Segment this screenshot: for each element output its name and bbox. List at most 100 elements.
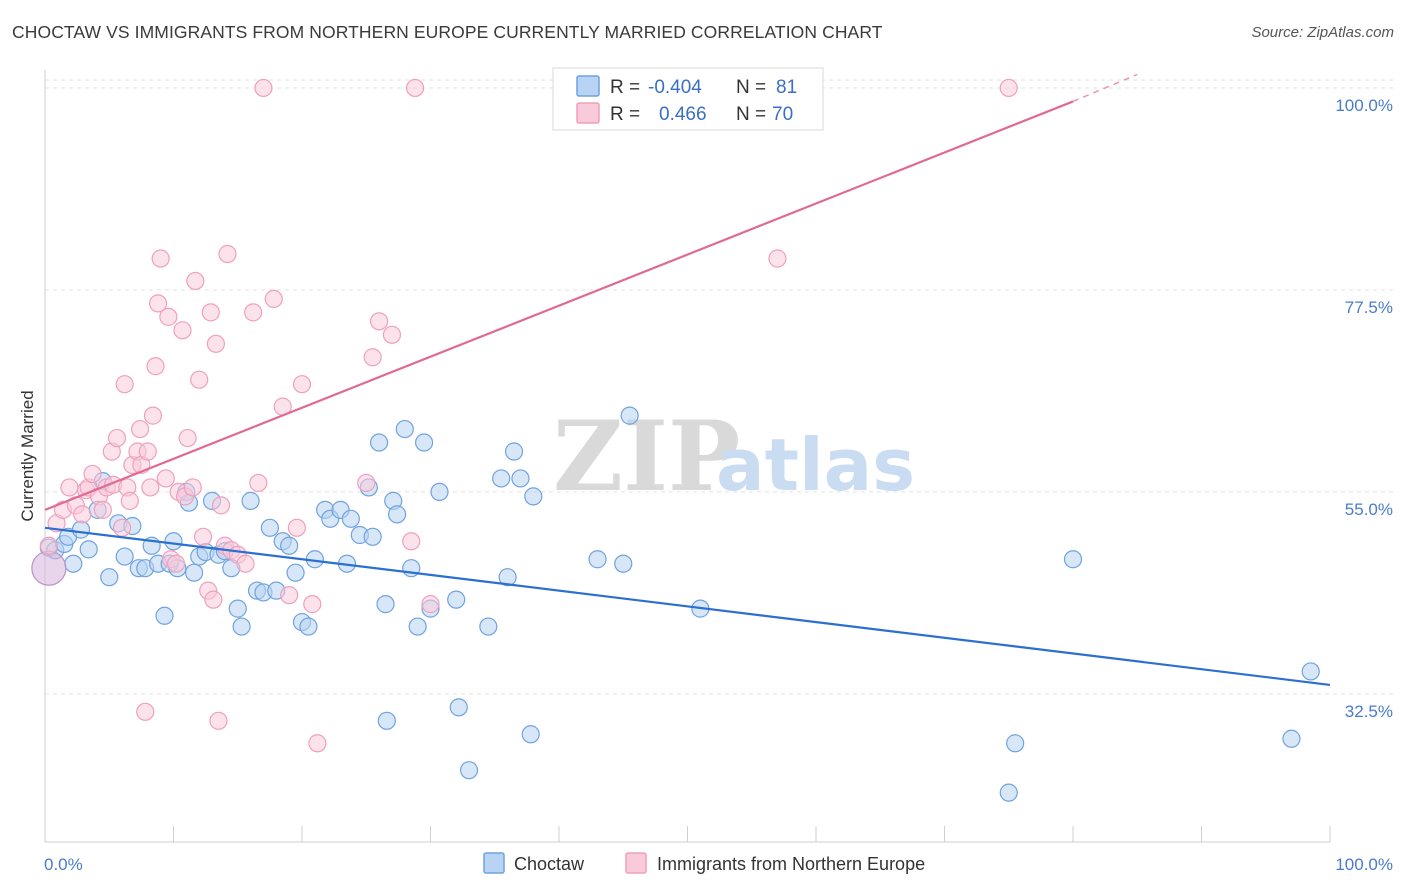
choctaw-point-74 [620,406,639,425]
immigrants-point-71 [999,78,1018,98]
choctaw-point-72 [588,550,607,569]
legend-swatch-choctaw [576,75,600,97]
choctaw-point-78 [1063,550,1083,569]
immigrants-point-28 [148,294,168,313]
choctaw-point-65 [479,617,498,636]
immigrants-point-10 [93,500,112,519]
choctaw-point-51 [370,433,389,452]
bottom-legend-choctaw: Choctaw [514,854,585,874]
choctaw-point-56 [395,419,414,439]
choctaw-point-69 [511,469,530,488]
immigrants-point-46 [209,711,228,730]
choctaw-point-77 [1006,734,1025,753]
y-axis-label: Currently Married [18,390,37,521]
immigrants-point-24 [138,442,157,461]
y-tick-label-0: 100.0% [1335,96,1393,115]
immigrants-point-47 [211,496,231,515]
immigrants-point-43 [201,303,220,322]
bottom-legend-swatch-immigrants [625,852,647,874]
choctaw-point-63 [449,698,468,717]
immigrants-point-58 [280,586,299,605]
legend-r-value-2: 0.466 [659,104,707,125]
choctaw-point-79 [1282,729,1301,748]
immigrants-point-14 [107,428,127,448]
choctaw-point-39 [286,563,305,582]
choctaw-point-32 [241,491,260,510]
legend-n-value-2: 70 [772,104,793,125]
immigrants-point-33 [166,554,186,573]
y-tick-label-2: 55.0% [1345,500,1393,519]
axes [44,70,1331,843]
immigrants-trend-extension [1072,73,1138,103]
choctaw-point-68 [504,442,524,461]
choctaw-point-64 [459,761,479,780]
choctaw-trend-line [44,526,1331,686]
choctaw-point-4 [64,554,83,573]
trend-lines [44,73,1331,686]
immigrants-point-41 [193,527,213,546]
immigrants-point-31 [159,307,178,326]
choctaw-point-30 [228,599,247,618]
immigrants-point-23 [136,702,155,721]
immigrants-point-18 [120,491,139,510]
y-tick-label-3: 32.5% [1345,702,1393,721]
immigrants-point-44 [204,590,223,609]
immigrants-point-66 [382,325,402,344]
choctaw-point-41 [299,617,318,636]
immigrants-point-25 [141,478,160,497]
immigrants-point-37 [178,428,197,448]
immigrants-point-38 [183,478,202,497]
immigrants-point-52 [236,554,255,573]
choctaw-point-17 [155,606,174,625]
choctaw-point-52 [376,595,395,614]
immigrants-point-45 [206,334,226,353]
choctaw-point-62 [447,590,466,609]
immigrants-point-67 [402,532,421,551]
immigrants-point-26 [143,406,163,425]
choctaw-point-66 [492,469,511,488]
choctaw-point-19 [164,532,183,551]
source-label: Source: ZipAtlas.com [1251,24,1394,41]
immigrants-point-61 [303,595,322,614]
legend-swatch-immigrants [576,102,600,124]
immigrants-point-35 [173,321,192,340]
immigrants-point-68 [405,78,425,98]
immigrants-point-60 [292,375,312,394]
choctaw-point-73 [614,554,633,573]
immigrants-point-53 [244,303,263,322]
watermark-atlas: atlas [716,423,915,507]
bottom-legend-immigrants: Immigrants from Northern Europe [657,854,925,874]
y-tick-label-1: 77.5% [1345,298,1393,317]
legend-n-label-1: N = [736,77,766,98]
immigrants-point-8 [83,464,102,484]
choctaw-point-61 [430,482,449,502]
choctaw-point-9 [100,568,119,587]
choctaw-point-23 [184,563,204,582]
choctaw-point-67 [498,568,517,587]
immigrants-point-54 [249,473,268,493]
watermark-zip: ZIP [553,400,740,513]
grid-lines [45,79,1393,695]
choctaw-point-55 [387,505,407,524]
choctaw-point-53 [377,711,396,730]
immigrants-point-63 [357,473,376,493]
series-legend: Choctaw Immigrants from Northern Europe [483,852,925,874]
choctaw-point-80 [1301,662,1320,681]
immigrants-point-21 [130,419,150,439]
immigrants-point-55 [254,78,273,98]
choctaw-point-70 [521,725,540,744]
legend-n-label-2: N = [736,104,766,125]
immigrants-point-56 [264,289,283,309]
immigrants-point-16 [115,375,134,394]
immigrants-point-62 [308,734,327,753]
immigrants-point-15 [112,518,132,537]
immigrants-point-29 [151,249,170,268]
choctaw-point-59 [414,433,434,452]
immigrants-point-40 [190,370,209,389]
immigrants-points [39,78,1018,753]
legend-r-label-1: R = [610,77,640,98]
choctaw-point-6 [79,540,98,559]
immigrants-point-3 [60,478,79,497]
choctaw-point-11 [115,547,134,566]
